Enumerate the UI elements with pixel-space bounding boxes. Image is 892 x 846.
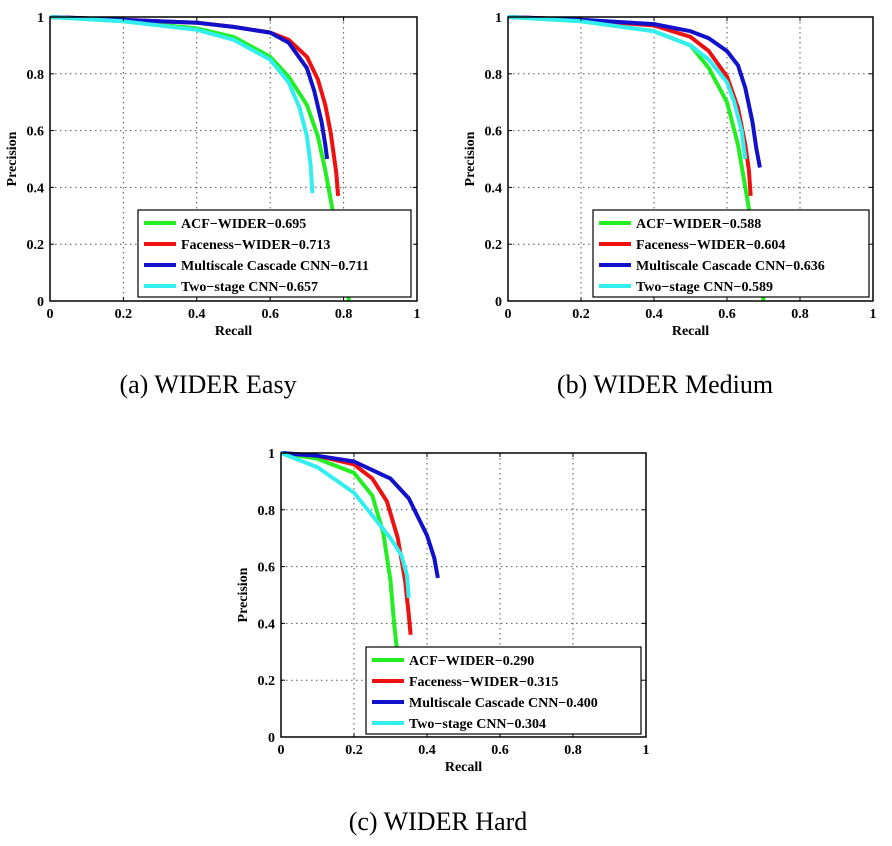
y-tick-label: 0.4	[485, 181, 503, 196]
legend-label-2: Multiscale Cascade CNN−0.400	[409, 696, 598, 711]
y-axis-label: Precision	[463, 131, 478, 186]
x-tick-label: 0.4	[188, 307, 206, 322]
x-tick-label: 0.4	[645, 307, 663, 322]
series-line-3	[49, 15, 315, 194]
chart-0: 0 0.2 0.4 0.6 0.8 1 0 0.2 0.4 0.6 0.8 1 Recall Precis…	[5, 11, 421, 399]
y-tick-label: 0	[37, 295, 44, 310]
y-axis-label: Precision	[236, 567, 251, 622]
y-tick-label: 0.6	[27, 125, 45, 140]
legend-box	[137, 209, 412, 298]
chart-2: 0 0.2 0.4 0.6 0.8 1 0 0.2 0.4 0.6 0.8 1 Recall Precis…	[236, 447, 650, 836]
legend-label-3: Two−stage CNN−0.657	[181, 280, 318, 295]
y-axis-label: Precision	[5, 131, 20, 186]
chart-caption: (a) WIDER Easy	[119, 370, 296, 399]
x-tick-label: 0	[278, 743, 285, 758]
legend-box	[592, 209, 870, 298]
y-tick-label: 0.2	[258, 674, 276, 689]
legend: ACF−WIDER−0.695 Faceness−WIDER−0.713 Multi…	[137, 209, 412, 298]
x-tick-label: 0.6	[261, 307, 279, 322]
chart-caption: (b) WIDER Medium	[557, 370, 773, 399]
legend-label-2: Multiscale Cascade CNN−0.636	[636, 259, 825, 274]
legend-box	[365, 646, 642, 735]
legend-label-3: Two−stage CNN−0.589	[636, 280, 773, 295]
x-tick-label: 1	[870, 307, 877, 322]
y-tick-label: 1	[37, 11, 44, 26]
chart-1: 0 0.2 0.4 0.6 0.8 1 0 0.2 0.4 0.6 0.8 1 Recall Precis…	[463, 11, 877, 399]
x-tick-label: 0.8	[335, 307, 353, 322]
x-tick-label: 0.8	[791, 307, 809, 322]
legend-label-0: ACF−WIDER−0.695	[181, 217, 306, 232]
y-tick-label: 0.8	[258, 504, 276, 519]
y-tick-label: 0	[268, 731, 275, 746]
series-line-0	[280, 451, 400, 658]
series-line-3	[507, 15, 748, 160]
chart-caption: (c) WIDER Hard	[349, 807, 528, 836]
legend: ACF−WIDER−0.290 Faceness−WIDER−0.315 Multi…	[365, 646, 642, 735]
x-axis-label: Recall	[672, 324, 709, 339]
series-line-2	[507, 15, 762, 168]
legend-label-0: ACF−WIDER−0.290	[409, 654, 534, 669]
y-tick-label: 0.8	[27, 68, 45, 83]
y-tick-label: 0.8	[485, 68, 503, 83]
axes-frame	[280, 452, 647, 738]
x-tick-label: 0.2	[345, 743, 363, 758]
x-axis-label: Recall	[215, 324, 252, 339]
y-tick-label: 0.4	[258, 617, 276, 632]
series-line-3	[280, 451, 411, 598]
legend-label-2: Multiscale Cascade CNN−0.711	[181, 259, 369, 274]
axes-frame	[49, 16, 418, 302]
y-tick-label: 0.4	[27, 181, 45, 196]
x-tick-label: 0.2	[572, 307, 590, 322]
y-tick-label: 0.6	[485, 125, 503, 140]
legend-label-1: Faceness−WIDER−0.713	[181, 238, 330, 253]
series-line-2	[280, 451, 440, 579]
y-tick-label: 0.2	[485, 238, 503, 253]
axes-frame	[507, 16, 874, 302]
legend-label-1: Faceness−WIDER−0.315	[409, 675, 558, 690]
y-tick-label: 1	[495, 11, 502, 26]
legend-label-1: Faceness−WIDER−0.604	[636, 238, 785, 253]
y-tick-label: 0.2	[27, 238, 45, 253]
x-tick-label: 0.6	[491, 743, 509, 758]
legend-label-0: ACF−WIDER−0.588	[636, 217, 761, 232]
x-tick-label: 1	[414, 307, 421, 322]
x-tick-label: 0	[47, 307, 54, 322]
series-line-2	[49, 15, 330, 160]
legend-label-3: Two−stage CNN−0.304	[409, 717, 546, 732]
legend: ACF−WIDER−0.588 Faceness−WIDER−0.604 Multi…	[592, 209, 870, 298]
x-tick-label: 1	[643, 743, 650, 758]
x-tick-label: 0	[505, 307, 512, 322]
y-tick-label: 0	[495, 295, 502, 310]
x-tick-label: 0.6	[718, 307, 736, 322]
y-tick-label: 0.6	[258, 561, 276, 576]
x-axis-label: Recall	[445, 760, 482, 775]
y-tick-label: 1	[268, 447, 275, 462]
x-tick-label: 0.2	[115, 307, 133, 322]
x-tick-label: 0.4	[418, 743, 436, 758]
x-tick-label: 0.8	[564, 743, 582, 758]
